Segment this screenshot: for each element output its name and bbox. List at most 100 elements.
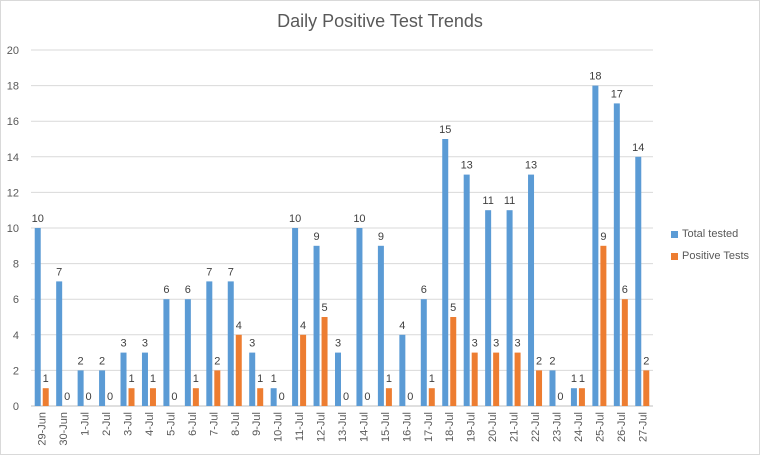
x-tick-label: 3-Jul	[123, 412, 135, 436]
data-label: 5	[321, 302, 327, 314]
bars	[34, 85, 650, 407]
bar	[442, 139, 449, 406]
data-label: 1	[571, 373, 577, 385]
bar	[450, 317, 457, 406]
bar	[141, 352, 148, 406]
x-tick-label: 12-Jul	[316, 412, 328, 442]
bar	[184, 299, 191, 406]
data-label: 10	[32, 213, 44, 225]
data-label: 5	[450, 302, 456, 314]
data-label: 14	[632, 142, 644, 154]
bar	[128, 388, 135, 406]
data-label: 6	[622, 284, 628, 296]
x-tick-label: 27-Jul	[637, 412, 649, 442]
y-tick-label: 2	[13, 365, 19, 377]
data-label: 0	[64, 391, 70, 403]
data-label: 4	[236, 320, 242, 332]
y-tick-label: 10	[7, 223, 19, 235]
data-label: 10	[289, 213, 301, 225]
data-label: 13	[461, 160, 473, 172]
x-tick-label: 22-Jul	[530, 412, 542, 442]
bar	[420, 299, 427, 406]
x-tick-label: 18-Jul	[444, 412, 456, 442]
data-label: 3	[515, 338, 521, 350]
data-label: 2	[99, 355, 105, 367]
data-label: 1	[43, 373, 49, 385]
data-label: 6	[163, 284, 169, 296]
data-label: 1	[271, 373, 277, 385]
bar	[570, 388, 577, 406]
data-label: 3	[120, 338, 126, 350]
data-label: 6	[421, 284, 427, 296]
bar	[292, 228, 299, 406]
bar	[485, 210, 492, 406]
bar	[34, 228, 41, 406]
data-label: 4	[300, 320, 306, 332]
data-label: 1	[193, 373, 199, 385]
bar	[536, 370, 543, 406]
data-label: 1	[429, 373, 435, 385]
data-label: 3	[249, 338, 255, 350]
data-label: 2	[214, 355, 220, 367]
gridlines	[31, 49, 653, 407]
data-label: 0	[107, 391, 113, 403]
legend-label-total-tested: Total tested	[682, 228, 739, 240]
bar	[643, 370, 650, 406]
data-label: 7	[206, 266, 212, 278]
data-label: 1	[128, 373, 134, 385]
y-tick-label: 14	[7, 152, 19, 164]
data-label: 0	[364, 391, 370, 403]
bar	[257, 388, 264, 406]
x-tick-label: 2-Jul	[101, 412, 113, 436]
legend-label-positive-tests: Positive Tests	[682, 250, 750, 262]
x-tick-label: 7-Jul	[208, 412, 220, 436]
bar	[463, 174, 470, 406]
data-label: 4	[399, 320, 405, 332]
x-tick-label: 14-Jul	[358, 412, 370, 442]
data-label: 15	[439, 124, 451, 136]
bar	[120, 352, 127, 406]
x-tick-label: 15-Jul	[380, 412, 392, 442]
data-label: 7	[56, 266, 62, 278]
bar	[578, 388, 585, 406]
data-label: 2	[536, 355, 542, 367]
bar	[149, 388, 156, 406]
data-label: 2	[643, 355, 649, 367]
x-tick-label: 5-Jul	[165, 412, 177, 436]
data-label: 6	[185, 284, 191, 296]
x-tick-label: 11-Jul	[294, 412, 306, 441]
bar	[356, 228, 363, 406]
data-label: 2	[78, 355, 84, 367]
data-label: 1	[386, 373, 392, 385]
data-label: 9	[600, 231, 606, 243]
x-tick-label: 23-Jul	[551, 412, 563, 442]
data-label: 13	[525, 160, 537, 172]
y-tick-label: 0	[13, 401, 19, 413]
bar	[613, 103, 620, 407]
bar	[192, 388, 199, 406]
bar	[377, 245, 384, 406]
bar	[506, 210, 513, 406]
legend-swatch-positive-tests	[671, 252, 678, 260]
bar	[313, 245, 320, 406]
bar	[42, 388, 49, 406]
y-tick-label: 20	[7, 45, 19, 57]
data-label: 0	[557, 391, 563, 403]
data-label: 1	[150, 373, 156, 385]
x-tick-label: 24-Jul	[573, 412, 585, 442]
bar	[235, 334, 242, 406]
data-label: 0	[171, 391, 177, 403]
y-tick-label: 8	[13, 259, 19, 271]
x-tick-label: 19-Jul	[466, 412, 478, 442]
bar	[214, 370, 221, 406]
legend-item-total-tested: Total tested	[671, 228, 738, 240]
data-label: 7	[228, 266, 234, 278]
y-tick-label: 6	[13, 294, 19, 306]
data-label: 17	[611, 88, 623, 100]
x-tick-label: 17-Jul	[423, 412, 435, 442]
x-tick-label: 9-Jul	[251, 412, 263, 436]
bar	[206, 281, 213, 406]
bar	[163, 299, 170, 406]
